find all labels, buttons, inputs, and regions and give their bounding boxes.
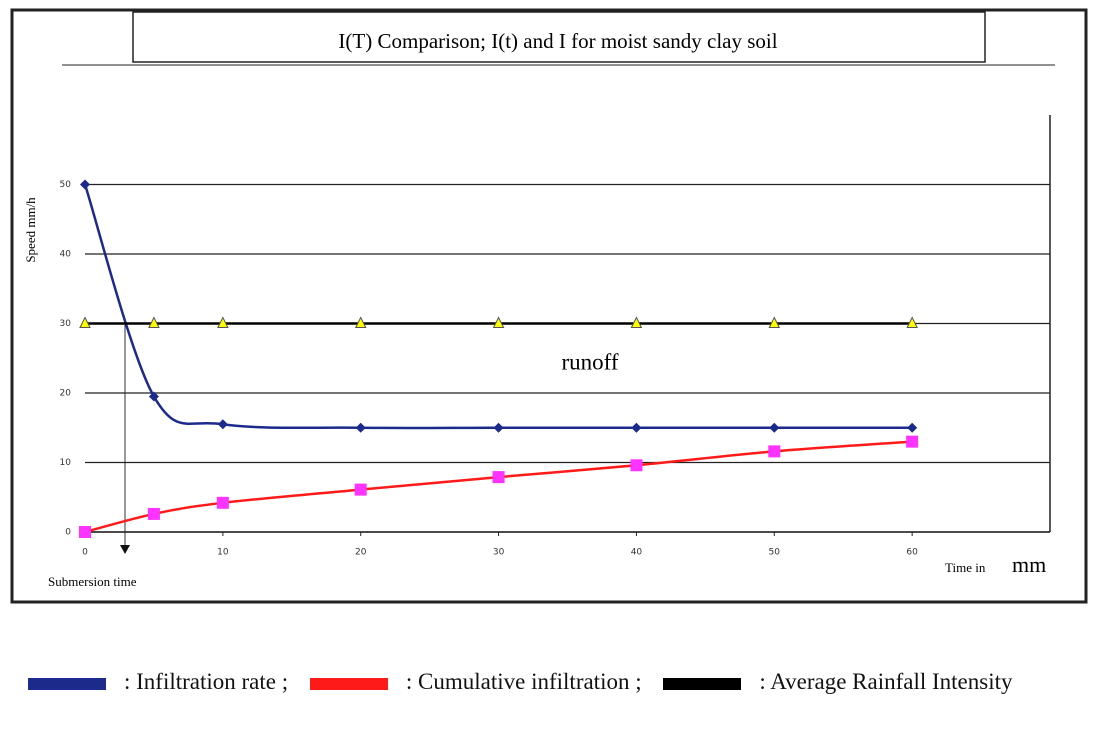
x-tick-label: 0 xyxy=(82,548,88,558)
legend-delimiter: ; xyxy=(281,669,289,694)
legend: : Infiltration rate ; : Cumulative infil… xyxy=(28,656,1104,708)
marker xyxy=(769,422,780,433)
y-tick-label: 10 xyxy=(60,458,72,468)
y-tick-label: 0 xyxy=(65,528,71,538)
marker xyxy=(492,471,505,484)
marker xyxy=(768,316,781,328)
marker xyxy=(216,496,229,509)
marker xyxy=(217,316,229,328)
marker xyxy=(768,445,781,458)
marker xyxy=(906,316,918,328)
legend-label: Average Rainfall Intensity xyxy=(770,669,1013,694)
marker xyxy=(79,526,91,538)
legend-separator: : xyxy=(124,669,131,694)
annotation: Submersion time xyxy=(48,574,137,589)
chart-title: I(T) Comparison; I(t) and I for moist sa… xyxy=(338,29,777,53)
legend-label: Cumulative infiltration xyxy=(418,669,630,694)
x-tick-label: 10 xyxy=(217,548,229,558)
legend-delimiter: ; xyxy=(635,669,642,694)
y-tick-label: 50 xyxy=(60,180,72,190)
marker xyxy=(492,316,505,328)
marker xyxy=(631,422,642,433)
marker xyxy=(906,435,919,448)
legend-separator: : xyxy=(759,669,766,694)
x-tick-label: 60 xyxy=(906,548,918,558)
x-axis-unit: mm xyxy=(1012,552,1046,577)
y-tick-label: 40 xyxy=(60,250,72,260)
x-tick-label: 50 xyxy=(769,548,781,558)
marker xyxy=(630,316,643,328)
marker xyxy=(630,459,643,472)
annotation: runoff xyxy=(561,349,618,374)
marker xyxy=(148,391,159,402)
marker xyxy=(217,419,228,430)
marker xyxy=(354,316,367,328)
marker xyxy=(148,316,160,328)
marker xyxy=(355,422,366,433)
legend-swatch xyxy=(28,677,106,690)
marker xyxy=(493,422,504,433)
legend-separator: : xyxy=(405,669,413,694)
plot-bg xyxy=(20,100,1060,600)
arrow-head xyxy=(120,545,130,554)
marker xyxy=(80,179,90,190)
legend-item: : Average Rainfall Intensity xyxy=(663,669,1013,694)
marker xyxy=(147,507,160,520)
marker xyxy=(354,483,367,496)
legend-item: : Cumulative infiltration ; xyxy=(309,669,642,694)
y-tick-label: 20 xyxy=(60,389,72,399)
title-box xyxy=(132,11,986,63)
legend-swatch xyxy=(309,677,388,690)
y-axis-label: Speed mm/h xyxy=(23,197,38,263)
x-tick-label: 20 xyxy=(355,548,367,558)
y-tick-label: 30 xyxy=(60,319,72,329)
legend-swatch xyxy=(663,677,742,690)
x-axis-label: Time in xyxy=(945,560,986,575)
chart: I(T) Comparison; I(t) and I for moist sa… xyxy=(10,8,1088,604)
x-tick-label: 40 xyxy=(631,548,643,558)
legend-item: : Infiltration rate ; xyxy=(28,669,288,694)
x-tick-label: 30 xyxy=(493,548,505,558)
outer-frame xyxy=(10,8,1088,604)
legend-label: Infiltration rate xyxy=(136,669,276,694)
marker xyxy=(79,316,91,328)
marker xyxy=(907,422,918,433)
